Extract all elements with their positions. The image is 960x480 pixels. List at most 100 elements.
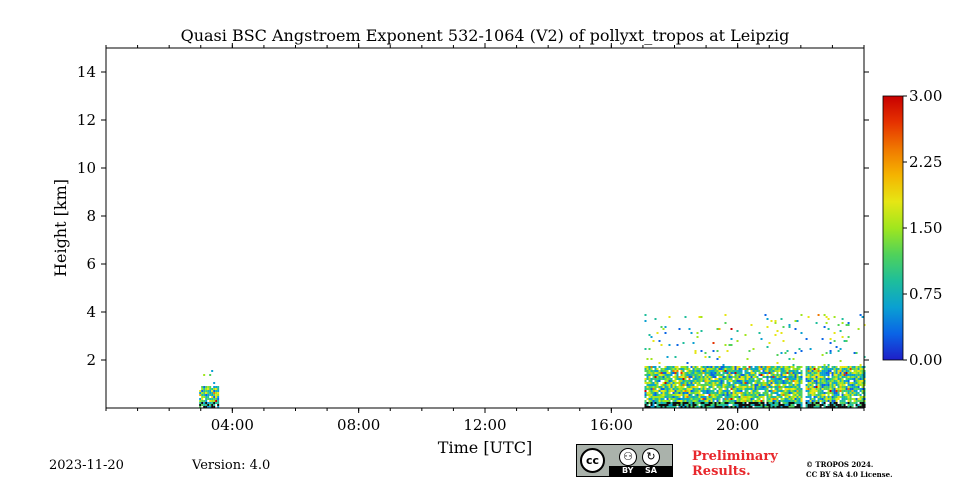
- data-pixel: [857, 380, 860, 382]
- data-pixel: [750, 374, 753, 376]
- data-pixel: [648, 372, 651, 374]
- data-pixel: [700, 330, 703, 332]
- data-pixel: [835, 376, 838, 378]
- data-pixel: [702, 398, 705, 400]
- data-pixel: [859, 400, 862, 402]
- data-pixel: [718, 386, 721, 388]
- data-pixel: [676, 396, 679, 398]
- data-pixel: [660, 394, 663, 396]
- data-pixel: [863, 404, 866, 406]
- data-pixel: [734, 380, 737, 382]
- data-pixel: [660, 400, 663, 402]
- data-pixel: [782, 368, 785, 370]
- data-pixel: [813, 404, 816, 406]
- data-pixel: [650, 384, 653, 386]
- data-pixel: [754, 404, 757, 406]
- data-pixel: [732, 396, 735, 398]
- data-pixel: [778, 382, 781, 384]
- data-pixel: [694, 376, 697, 378]
- data-pixel: [726, 374, 729, 376]
- data-pixel: [696, 382, 699, 384]
- data-pixel: [644, 388, 647, 390]
- data-pixel: [829, 406, 832, 408]
- data-pixel: [778, 390, 781, 392]
- data-pixel: [722, 370, 725, 372]
- data-pixel: [786, 396, 789, 398]
- data-pixel: [696, 392, 699, 394]
- data-pixel: [774, 400, 777, 402]
- data-pixel: [798, 394, 801, 396]
- data-pixel: [730, 372, 733, 374]
- data-pixel: [706, 384, 709, 386]
- data-pixel: [668, 406, 671, 408]
- data-pixel: [748, 372, 751, 374]
- data-pixel: [772, 396, 775, 398]
- data-pixel: [853, 388, 856, 390]
- data-pixel: [833, 390, 836, 392]
- data-pixel: [652, 378, 655, 380]
- data-pixel: [821, 392, 824, 394]
- data-pixel: [742, 388, 745, 390]
- data-pixel: [718, 368, 721, 370]
- data-pixel: [800, 370, 803, 372]
- data-pixel: [758, 392, 761, 394]
- data-pixel: [809, 392, 812, 394]
- data-pixel: [728, 366, 731, 368]
- data-pixel: [678, 390, 681, 392]
- data-pixel: [712, 350, 715, 352]
- data-pixel: [726, 372, 729, 374]
- data-pixel: [672, 388, 675, 390]
- data-pixel: [863, 396, 866, 398]
- data-pixel: [646, 358, 649, 360]
- data-pixel: [720, 388, 723, 390]
- data-pixel: [712, 380, 715, 382]
- data-pixel: [692, 396, 695, 398]
- data-pixel: [217, 404, 220, 406]
- data-pixel: [684, 406, 687, 408]
- data-pixel: [756, 390, 759, 392]
- data-pixel: [790, 400, 793, 402]
- data-pixel: [704, 378, 707, 380]
- data-pixel: [211, 400, 214, 402]
- data-pixel: [782, 402, 785, 404]
- data-pixel: [672, 402, 675, 404]
- data-pixel: [780, 370, 783, 372]
- data-pixel: [656, 380, 659, 382]
- data-pixel: [770, 384, 773, 386]
- data-pixel: [668, 402, 671, 404]
- data-pixel: [790, 388, 793, 390]
- data-pixel: [772, 390, 775, 392]
- data-pixel: [692, 368, 695, 370]
- data-pixel: [853, 386, 856, 388]
- data-pixel: [784, 352, 787, 354]
- data-pixel: [690, 376, 693, 378]
- data-pixel: [760, 402, 763, 404]
- data-pixel: [732, 400, 735, 402]
- data-pixel: [740, 384, 743, 386]
- cc-license-badge: cc ⚇ ↻ BY SA: [576, 444, 673, 477]
- data-pixel: [752, 368, 755, 370]
- data-pixel: [861, 368, 864, 370]
- data-pixel: [849, 402, 852, 404]
- data-pixel: [770, 382, 773, 384]
- data-pixel: [784, 402, 787, 404]
- data-pixel: [766, 398, 769, 400]
- data-pixel: [722, 400, 725, 402]
- data-pixel: [823, 314, 826, 316]
- data-pixel: [831, 380, 834, 382]
- data-pixel: [815, 402, 818, 404]
- data-pixel: [662, 384, 665, 386]
- data-pixel: [694, 372, 697, 374]
- data-pixel: [794, 374, 797, 376]
- data-pixel: [750, 380, 753, 382]
- data-pixel: [738, 370, 741, 372]
- data-pixel: [863, 376, 866, 378]
- data-pixel: [666, 392, 669, 394]
- data-pixel: [722, 392, 725, 394]
- data-pixel: [845, 406, 848, 408]
- data-pixel: [726, 398, 729, 400]
- data-pixel: [788, 324, 791, 326]
- data-pixel: [666, 386, 669, 388]
- data-pixel: [652, 384, 655, 386]
- data-pixel: [728, 382, 731, 384]
